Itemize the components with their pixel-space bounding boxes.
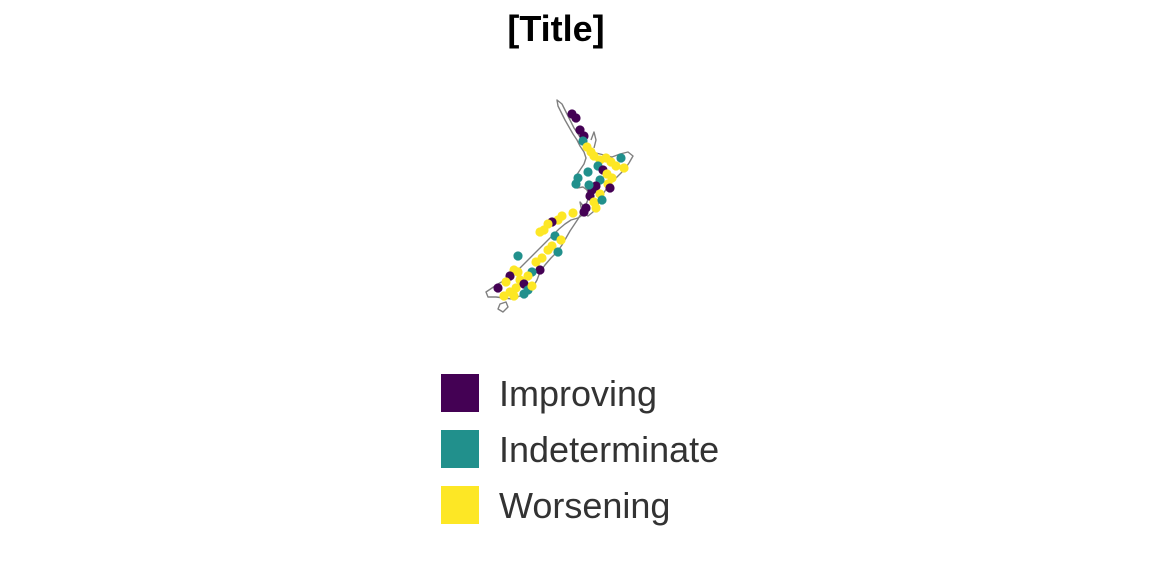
site-point-worsening — [527, 281, 537, 291]
site-point-improving — [579, 207, 589, 217]
coromandel-outline — [590, 131, 597, 149]
stewart-island-outline — [497, 301, 509, 313]
site-point-indeterminate — [583, 167, 593, 177]
site-point-worsening — [501, 277, 511, 287]
site-point-indeterminate — [571, 179, 581, 189]
site-point-indeterminate — [584, 180, 594, 190]
site-point-worsening — [591, 203, 601, 213]
site-point-worsening — [568, 208, 578, 218]
site-point-worsening — [513, 267, 523, 277]
site-point-worsening — [556, 235, 566, 245]
site-point-indeterminate — [519, 289, 529, 299]
south-island-outline — [485, 201, 586, 300]
site-point-worsening — [531, 257, 541, 267]
site-point-improving — [535, 265, 545, 275]
map-title: [Title] — [507, 8, 605, 49]
site-point-worsening — [611, 161, 621, 171]
legend-label-worsening: Worsening — [499, 485, 671, 526]
site-point-worsening — [509, 291, 519, 301]
site-point-improving — [493, 283, 503, 293]
site-point-improving — [605, 183, 615, 193]
site-point-improving — [571, 113, 581, 123]
legend-swatch-worsening — [441, 486, 479, 524]
site-point-indeterminate — [616, 153, 626, 163]
site-point-indeterminate — [513, 251, 523, 261]
legend-swatch-indeterminate — [441, 430, 479, 468]
site-point-worsening — [499, 291, 509, 301]
nz-map — [485, 99, 634, 313]
site-point-indeterminate — [597, 195, 607, 205]
legend-swatch-improving — [441, 374, 479, 412]
site-point-worsening — [543, 245, 553, 255]
site-point-worsening — [535, 227, 545, 237]
site-point-worsening — [523, 271, 533, 281]
data-points — [493, 109, 629, 301]
site-point-indeterminate — [553, 247, 563, 257]
legend-label-improving: Improving — [499, 373, 658, 414]
legend-label-indeterminate: Indeterminate — [499, 429, 720, 470]
site-point-worsening — [619, 163, 629, 173]
